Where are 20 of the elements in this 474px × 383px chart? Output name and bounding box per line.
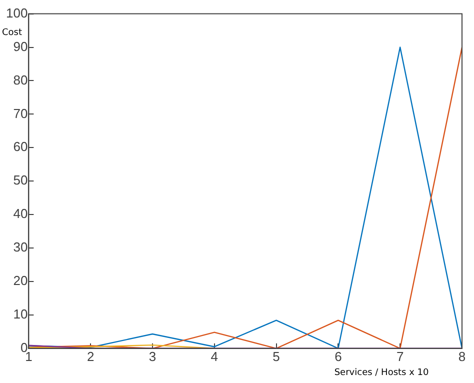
y-axis-title: Cost xyxy=(2,28,22,38)
x-tick-label: 5 xyxy=(272,348,280,364)
x-tick-label: 2 xyxy=(86,348,94,364)
y-tick-label: 20 xyxy=(13,273,28,288)
y-tick-label: 30 xyxy=(13,240,28,255)
y-tick-label: 100 xyxy=(6,5,28,20)
x-tick-label: 8 xyxy=(458,348,466,364)
y-tick-label: 50 xyxy=(13,172,28,188)
y-tick-label: 70 xyxy=(13,106,28,121)
x-tick-label: 4 xyxy=(210,348,218,364)
y-tick-label: 10 xyxy=(13,306,28,322)
y-tick-label: 80 xyxy=(13,72,28,88)
x-tick-label: 6 xyxy=(334,348,342,364)
y-tick-label: 90 xyxy=(13,38,28,54)
x-tick-label: 3 xyxy=(148,348,156,364)
x-axis-title: Services / Hosts x 10 xyxy=(334,368,429,378)
y-tick-label: 60 xyxy=(13,139,28,154)
y-tick-label: 40 xyxy=(13,206,28,222)
x-tick-label: 7 xyxy=(396,348,404,364)
y-tick-label: 0 xyxy=(20,340,28,355)
